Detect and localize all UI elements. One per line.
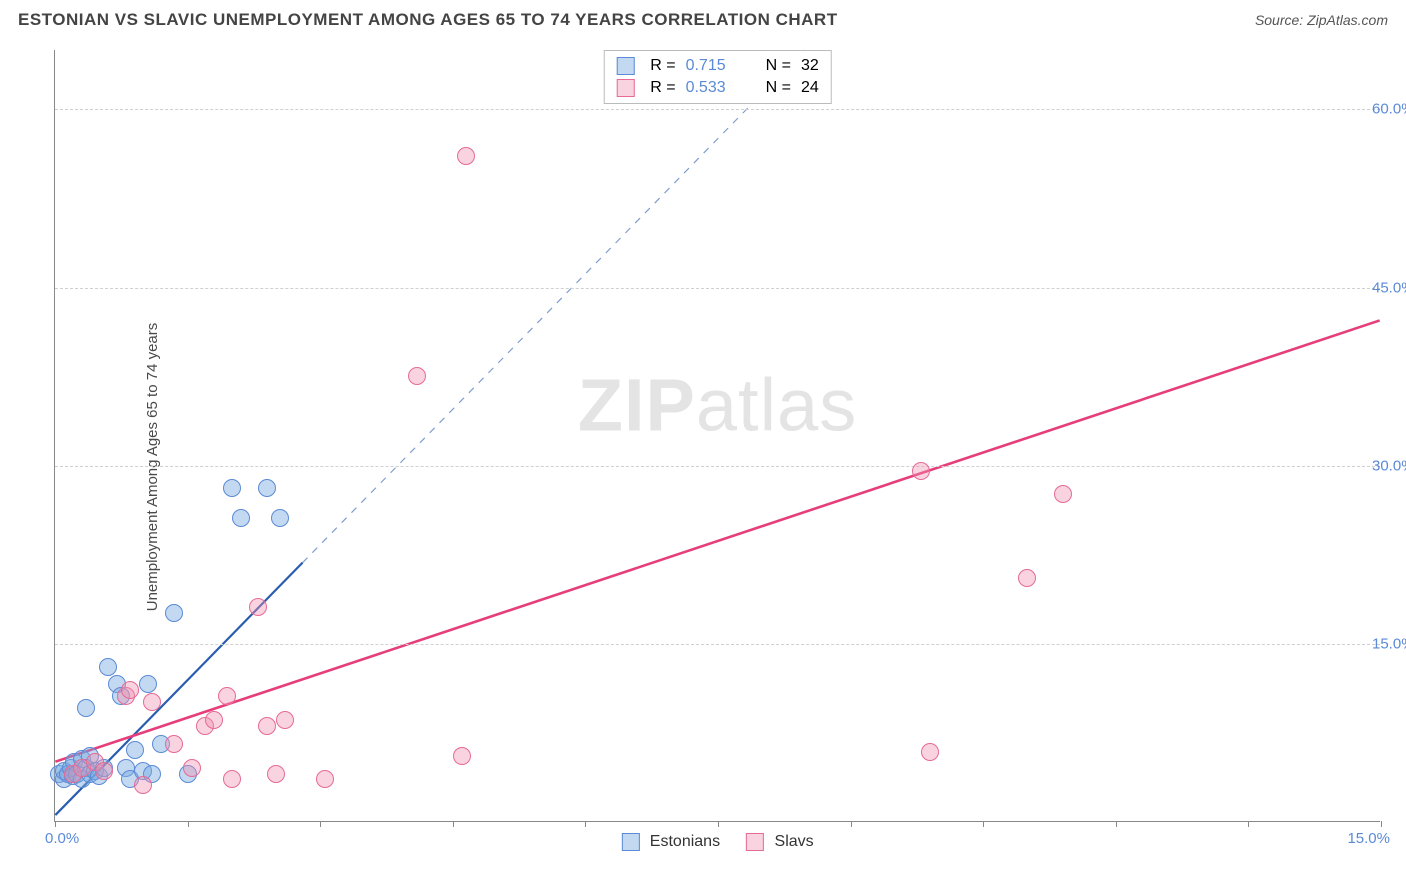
y-axis-tick-label: 15.0% [1372,635,1406,652]
data-point [165,735,183,753]
data-point [1018,569,1036,587]
y-axis-tick-label: 45.0% [1372,279,1406,296]
data-point [95,762,113,780]
legend-label: Slavs [775,833,814,850]
data-point [223,770,241,788]
y-axis-tick-label: 60.0% [1372,101,1406,118]
chart-title: ESTONIAN VS SLAVIC UNEMPLOYMENT AMONG AG… [18,10,838,30]
gridline [55,109,1380,110]
x-tick-mark [320,821,321,827]
data-point [126,741,144,759]
legend-series: Estonians Slavs [621,833,813,851]
r-label: R = [650,57,675,75]
data-point [99,658,117,676]
data-point [165,604,183,622]
data-point [453,747,471,765]
n-label: N = [766,57,791,75]
x-tick-mark [1116,821,1117,827]
gridline [55,288,1380,289]
x-tick-mark [453,821,454,827]
y-axis-tick-label: 30.0% [1372,457,1406,474]
data-point [143,693,161,711]
legend-row-slavs: R = 0.533 N = 24 [614,77,821,99]
x-tick-mark [718,821,719,827]
x-tick-mark [188,821,189,827]
x-axis-tick-first: 0.0% [45,830,79,847]
r-value-slavs: 0.533 [686,79,726,97]
legend-label: Estonians [650,833,720,850]
data-point [183,759,201,777]
data-point [139,675,157,693]
data-point [134,776,152,794]
data-point [267,765,285,783]
x-tick-mark [983,821,984,827]
data-point [271,509,289,527]
n-label: N = [766,79,791,97]
swatch-estonians-icon [621,833,639,851]
data-point [77,699,95,717]
gridline [55,644,1380,645]
x-tick-mark [585,821,586,827]
data-point [258,717,276,735]
chart-container: Unemployment Among Ages 65 to 74 years Z… [0,42,1406,892]
data-point [276,711,294,729]
data-point [408,367,426,385]
swatch-estonians-icon [616,57,634,75]
x-tick-mark [1381,821,1382,827]
data-point [1054,485,1072,503]
data-point [249,598,267,616]
r-value-estonians: 0.715 [686,57,726,75]
data-point [121,681,139,699]
chart-source: Source: ZipAtlas.com [1255,12,1388,28]
x-tick-mark [1248,821,1249,827]
data-point [232,509,250,527]
data-point [912,462,930,480]
legend-item-estonians: Estonians [621,833,720,851]
r-label: R = [650,79,675,97]
plot-area: ZIPatlas R = 0.715 N = 32 R = 0.533 N = … [54,50,1380,822]
x-tick-mark [851,821,852,827]
swatch-slavs-icon [746,833,764,851]
data-point [223,479,241,497]
data-point [316,770,334,788]
x-axis-tick-last: 15.0% [1347,830,1390,847]
n-value-slavs: 24 [801,79,819,97]
data-point [218,687,236,705]
x-tick-mark [55,821,56,827]
watermark: ZIPatlas [578,362,857,447]
gridline [55,466,1380,467]
n-value-estonians: 32 [801,57,819,75]
legend-item-slavs: Slavs [746,833,814,851]
legend-statistics: R = 0.715 N = 32 R = 0.533 N = 24 [603,50,832,104]
data-point [457,147,475,165]
data-point [205,711,223,729]
data-point [921,743,939,761]
legend-row-estonians: R = 0.715 N = 32 [614,55,821,77]
swatch-slavs-icon [616,79,634,97]
data-point [258,479,276,497]
